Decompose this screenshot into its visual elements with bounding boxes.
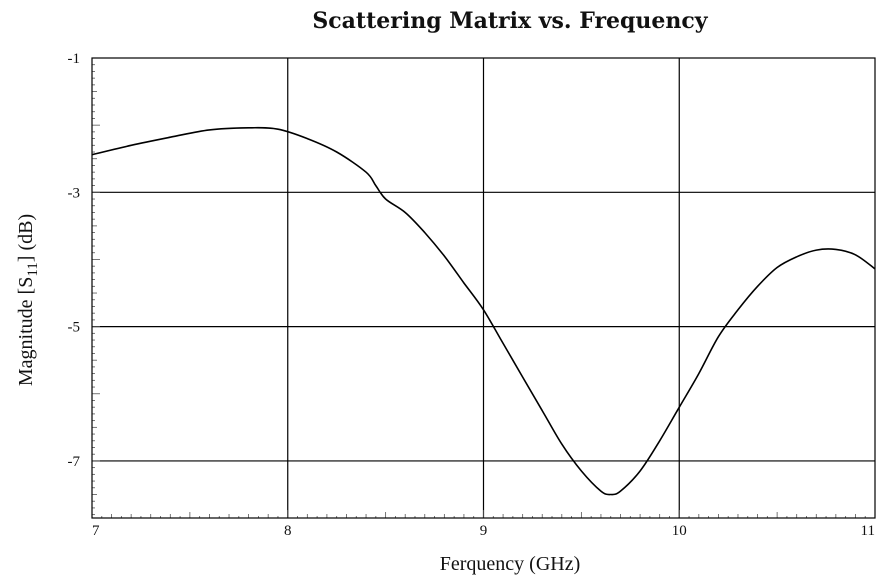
grid — [92, 58, 875, 518]
x-tick-label: 11 — [861, 523, 875, 539]
y-tick-label: -3 — [68, 185, 81, 201]
series-line-s11 — [91, 126, 876, 496]
x-axis-label: Ferquency (GHz) — [440, 553, 581, 575]
minor-ticks — [91, 57, 876, 518]
y-axis-label: Magnitude [S11] (dB) — [15, 214, 41, 386]
y-tick-labels: -1 -3 -5 -7 — [68, 51, 81, 470]
y-tick-label: -7 — [68, 454, 81, 470]
x-tick-labels: 7 8 9 10 11 — [92, 523, 875, 539]
y-axis-label-pre: Magnitude [S — [15, 277, 37, 386]
x-tick-label: 9 — [480, 523, 488, 539]
y-axis-label-sub: 11 — [25, 262, 41, 276]
x-tick-label: 8 — [284, 523, 292, 539]
plot-frame — [91, 57, 876, 519]
y-tick-label: -1 — [68, 51, 81, 67]
y-axis-label-post: ] (dB) — [15, 214, 37, 262]
x-tick-label: 7 — [92, 523, 100, 539]
chart-title: Scattering Matrix vs. Frequency — [312, 8, 708, 34]
y-tick-label: -5 — [68, 320, 81, 336]
x-tick-label: 10 — [672, 523, 687, 539]
